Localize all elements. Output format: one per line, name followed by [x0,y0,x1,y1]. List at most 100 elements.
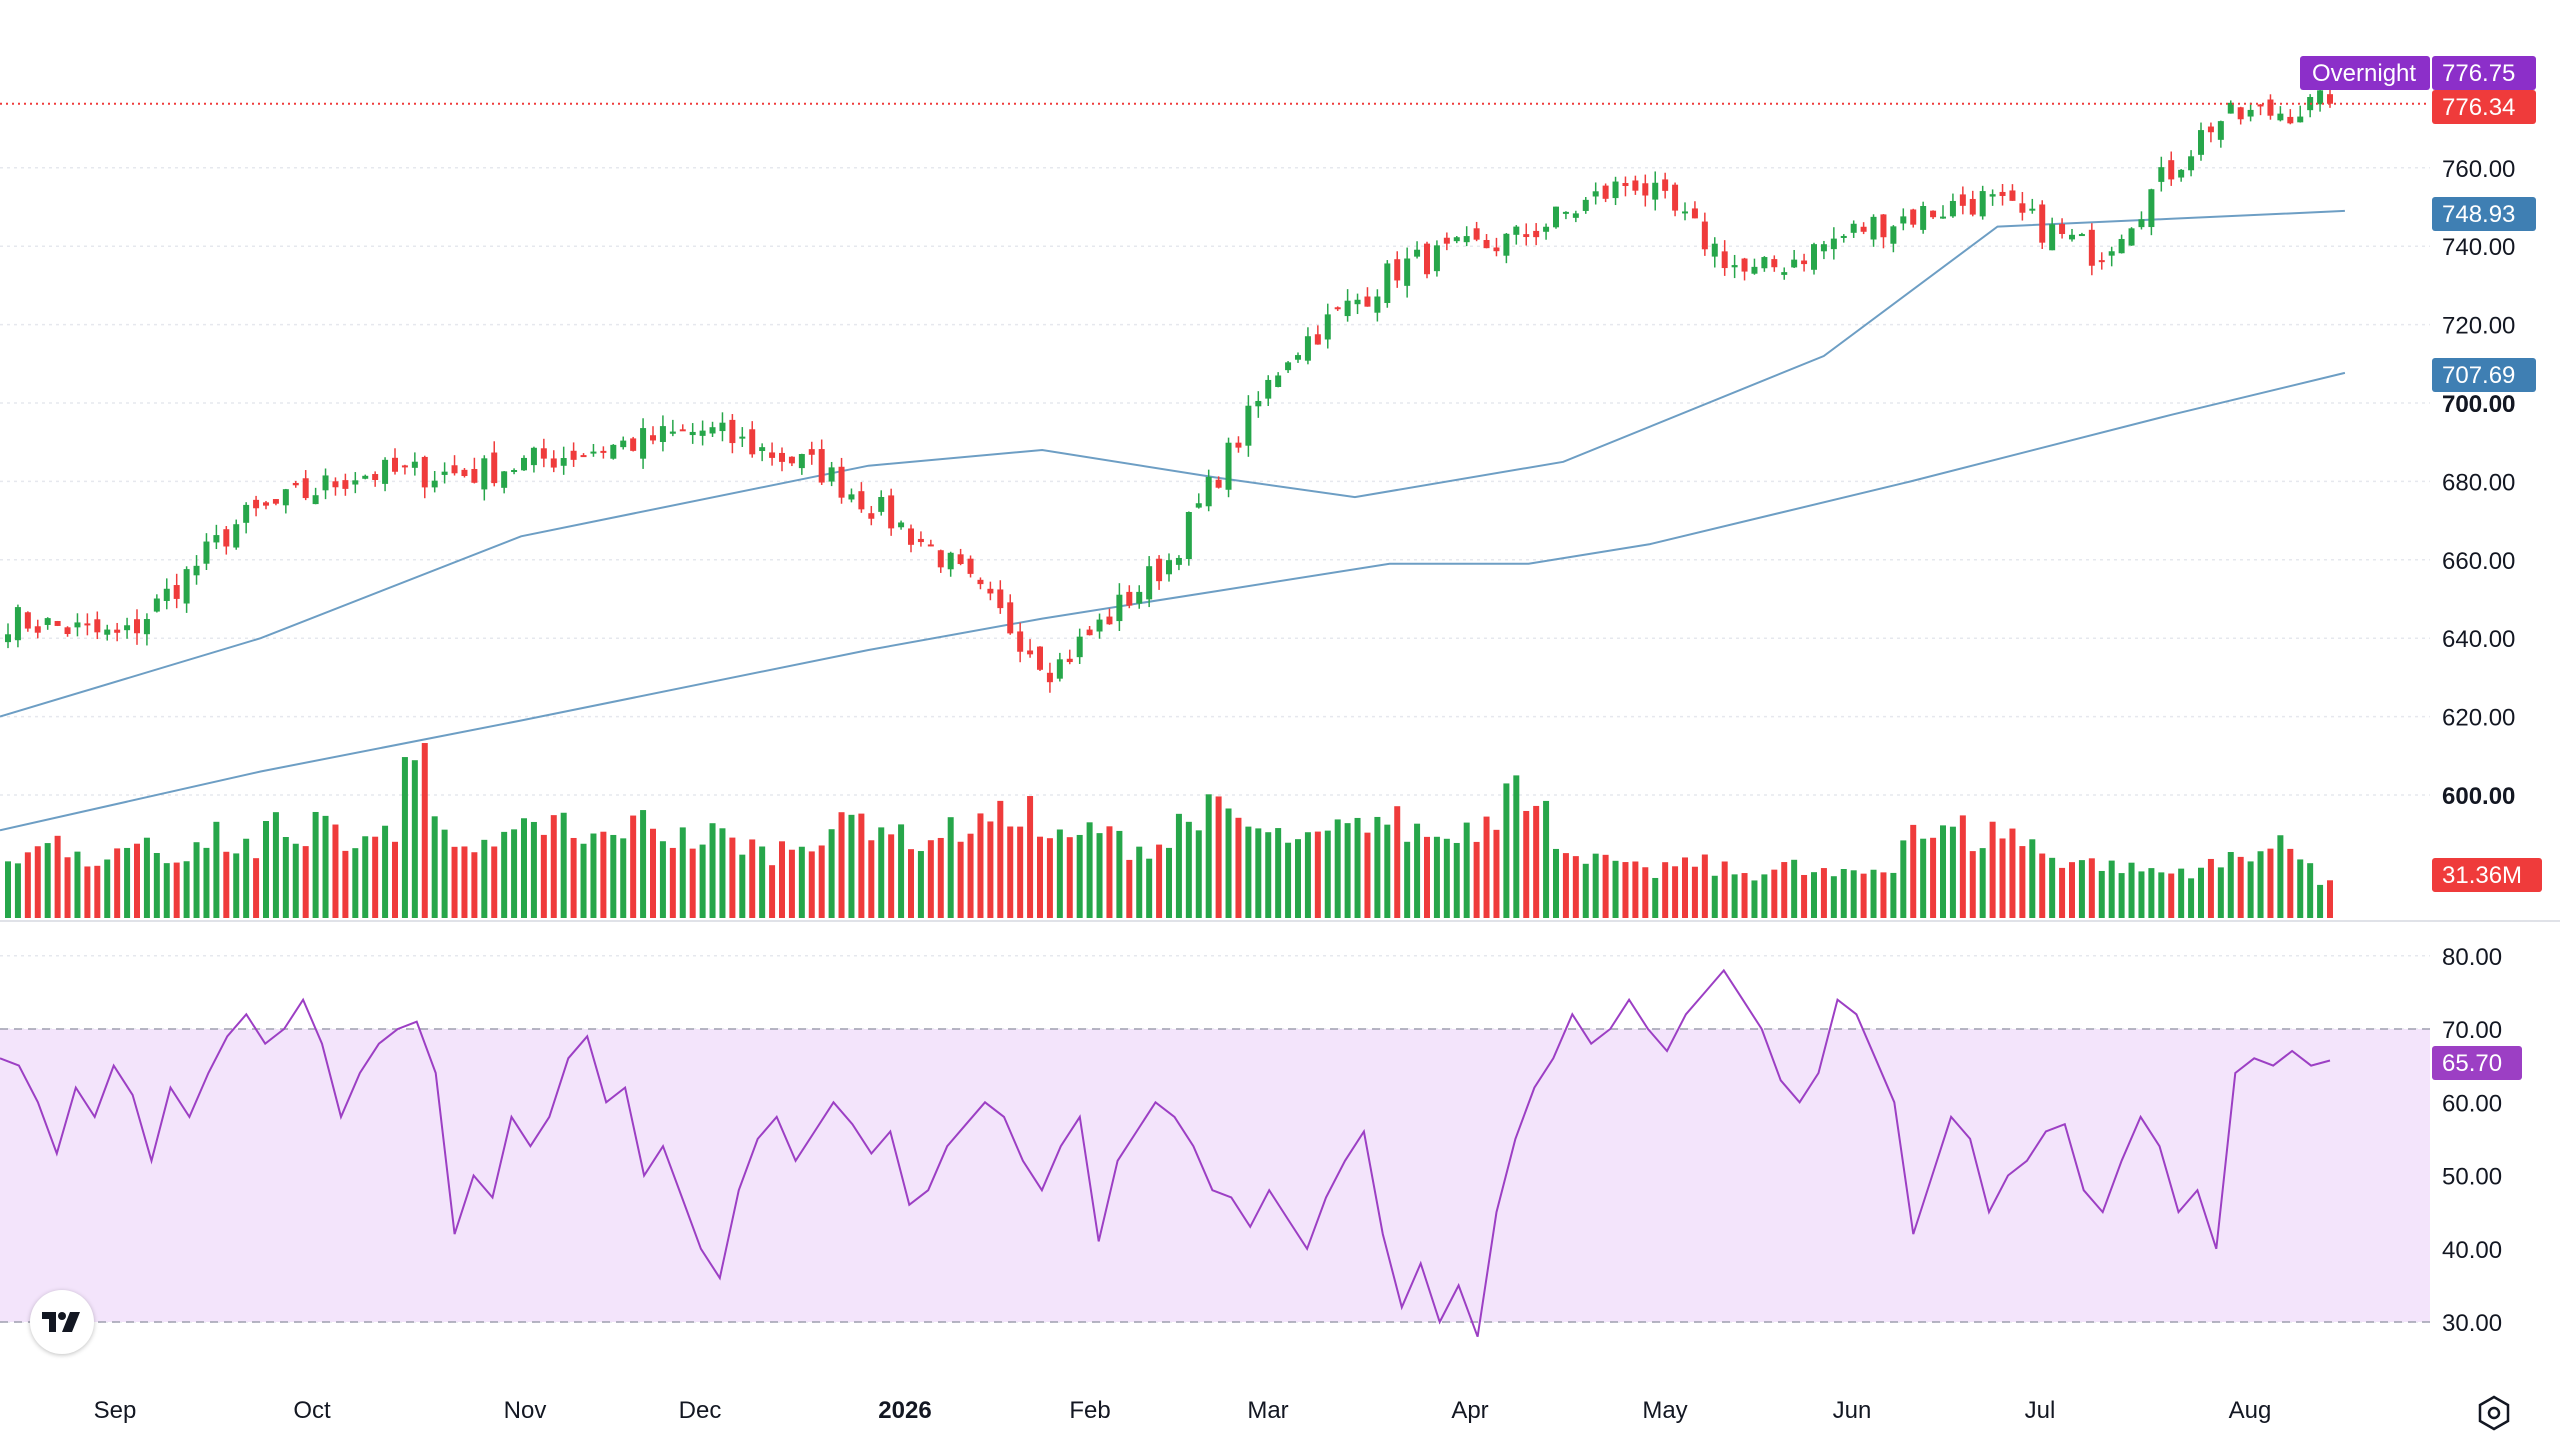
candle-body [1056,659,1063,679]
candle-body [213,535,220,543]
candle-body [1900,216,1907,224]
volume-bar [1076,834,1083,918]
volume-bar [1830,876,1837,918]
volume-bar [1632,861,1639,918]
volume-bar [1255,828,1262,918]
candle-body [560,458,567,466]
volume-bar [94,865,101,918]
candle-body [550,458,557,468]
volume-bar [74,851,81,918]
candle-body [659,426,666,443]
candle-body [590,451,597,454]
volume-bar [709,823,716,918]
candle-body [362,475,369,479]
price-candles [5,79,2333,693]
volume-bar [481,839,488,918]
ma200-value: 707.69 [2442,362,2515,389]
volume-bar [1592,853,1599,918]
time-axis[interactable]: Sep Oct Nov Dec 2026 Feb Mar Apr May Jun Jul Aug [94,1397,2272,1424]
ma50-tag: 748.93 [2432,197,2536,231]
candle-body [44,618,51,625]
price-tick-label: 700.00 [2442,391,2515,418]
volume-bar [1185,821,1192,918]
candle-body [858,491,865,510]
volume-bar [1672,866,1679,918]
volume-bar [1166,847,1172,918]
volume-bar [858,813,865,918]
price-axis[interactable]: 620.00 640.00 660.00 680.00 700.00 720.00 740.… [2442,156,2515,810]
candle-body [908,528,914,545]
candle-body [1304,336,1311,361]
candle-body [1513,226,1520,235]
volume-bar [1711,875,1718,918]
volume-bar [2029,839,2036,918]
volume-bar [749,839,756,918]
candle-body [1959,194,1966,206]
gear-icon[interactable] [2475,1394,2513,1432]
candle-body [1622,183,1629,187]
price-tick-label: 600.00 [2442,783,2515,810]
volume-bar [640,810,647,918]
candle-body [610,444,617,459]
volume-value: 31.36M [2442,862,2522,889]
candle-body [1324,314,1331,340]
candle-body [1017,631,1024,652]
candle-body [2029,208,2036,211]
candle-body [600,450,607,453]
volume-bar [312,811,319,918]
volume-bar [64,857,71,918]
candle-body [1096,619,1103,632]
candle-body [848,494,855,500]
volume-bar [1910,824,1917,918]
volume-bar [1066,837,1073,918]
candle-body [699,430,706,436]
volume-bar [1850,870,1857,918]
candle-body [14,607,21,641]
candle-body [233,524,240,548]
candle-body [888,495,895,529]
volume-bar [521,818,527,918]
volume-bar [1414,823,1421,918]
rsi-tick-label: 70.00 [2442,1017,2502,1044]
candle-body [1910,209,1917,225]
candle-body [193,565,200,576]
volume-bar [352,848,359,918]
candle-body [1870,216,1877,240]
candle-body [1741,258,1748,272]
volume-bar [650,828,656,918]
candle-body [392,457,398,472]
candle-body [2227,102,2234,114]
candle-body [1880,214,1887,238]
volume-bar [84,866,91,918]
moving-average-lines [0,209,2346,832]
volume-bar [2118,873,2125,918]
volume-bar [1811,872,1817,918]
candle-body [312,495,319,505]
volume-bar [2227,852,2234,918]
volume-bar [1473,841,1480,918]
volume-bar [2098,870,2105,918]
volume-bar [808,851,815,918]
volume-bar [1791,859,1798,918]
candle-body [491,452,498,484]
candle-body [1612,181,1619,199]
candle-body [183,569,190,604]
volume-bar [1175,813,1182,918]
volume-bar [1007,826,1014,918]
rsi-axis[interactable]: 30.00 40.00 50.00 60.00 70.00 80.00 [2442,944,2502,1337]
volume-bar [511,829,518,918]
volume-bar [1483,816,1490,918]
rsi-tick-label: 80.00 [2442,944,2502,971]
candle-body [1205,476,1212,507]
candle-body [719,422,726,432]
candle-body [1543,226,1550,232]
volume-bar [1314,831,1321,918]
volume-bar [1940,825,1946,918]
tradingview-logo-icon[interactable] [30,1290,94,1354]
candle-body [511,470,518,473]
candle-body [1930,210,1937,218]
candle-body [1116,594,1123,622]
volume-bar [759,846,766,918]
volume-bar [54,835,61,918]
